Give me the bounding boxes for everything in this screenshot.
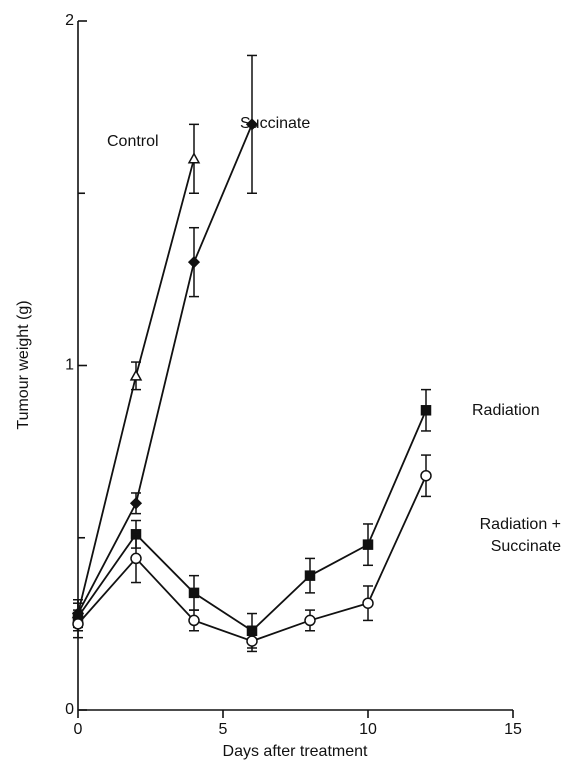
y-axis-label: Tumour weight (g) (15, 300, 32, 429)
marker (246, 635, 258, 647)
marker (187, 152, 201, 164)
series-label: Control (107, 133, 159, 150)
x-axis-label: Days after treatment (223, 743, 369, 760)
marker (362, 597, 374, 609)
marker (420, 469, 432, 482)
y-tick-label: 2 (65, 12, 74, 29)
marker (188, 614, 200, 627)
x-tick-label: 10 (359, 721, 377, 738)
marker (304, 570, 316, 581)
series-line (77, 409, 427, 632)
series-line (77, 124, 253, 614)
x-tick-label: 15 (504, 721, 522, 738)
x-tick-label: 5 (219, 721, 228, 738)
x-tick-label: 0 (74, 721, 83, 738)
series-label: Succinate (240, 115, 311, 132)
marker (187, 256, 201, 269)
series-label: Radiation (472, 402, 540, 419)
series-label: Radiation + Succinate (479, 516, 561, 555)
marker (129, 497, 143, 510)
y-tick-label: 1 (65, 357, 74, 374)
marker (245, 118, 259, 131)
marker (130, 552, 142, 565)
marker (188, 587, 200, 599)
marker (420, 405, 432, 416)
marker (304, 614, 316, 627)
marker (72, 618, 84, 630)
y-tick-label: 0 (65, 701, 74, 718)
marker (129, 369, 143, 381)
marker (362, 539, 374, 550)
